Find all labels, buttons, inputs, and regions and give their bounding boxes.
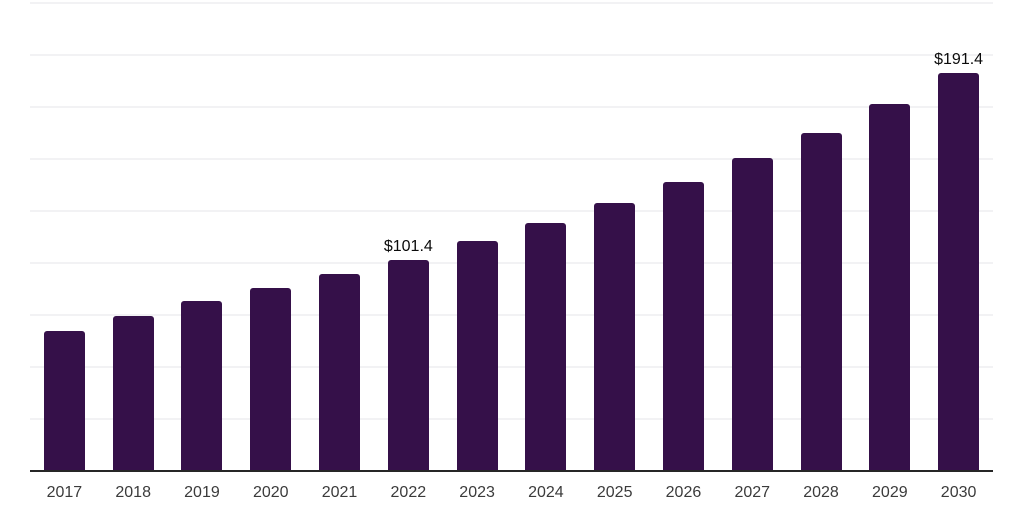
bar-2030[interactable] (938, 72, 980, 471)
x-tick-2025: 2025 (596, 484, 633, 501)
x-tick-2021: 2021 (321, 484, 358, 501)
x-tick-2018: 2018 (115, 484, 151, 501)
x-tick-2030: 2030 (940, 484, 977, 501)
gridline (30, 210, 993, 213)
x-tick-2027: 2027 (734, 484, 771, 501)
gridline (30, 106, 993, 109)
bar-value-label-2030: $191.4 (934, 50, 984, 68)
bar-2022[interactable] (387, 260, 429, 471)
x-tick-2017: 2017 (46, 484, 83, 501)
bar-2020[interactable] (250, 288, 292, 471)
bar-2017[interactable] (43, 331, 85, 471)
gridline (30, 262, 993, 265)
x-tick-2024: 2024 (528, 484, 564, 501)
gridline (30, 2, 993, 5)
bar-2019[interactable] (181, 300, 223, 471)
x-tick-2019: 2019 (184, 484, 220, 501)
bar-2025[interactable] (594, 203, 636, 471)
bar-2027[interactable] (731, 157, 773, 471)
bar-2023[interactable] (456, 241, 498, 471)
gridline (30, 314, 993, 317)
bar-2018[interactable] (112, 315, 154, 471)
bar-2026[interactable] (662, 181, 704, 471)
x-tick-2028: 2028 (803, 484, 839, 501)
x-tick-2026: 2026 (665, 484, 702, 501)
bar-value-label-2022: $101.4 (383, 238, 433, 256)
bar-2029[interactable] (869, 104, 911, 471)
x-tick-2022: 2022 (390, 484, 427, 501)
x-tick-2020: 2020 (252, 484, 289, 501)
gridline (30, 418, 993, 420)
bar-2021[interactable] (319, 274, 361, 471)
gridline (30, 366, 993, 369)
x-tick-2023: 2023 (459, 484, 495, 501)
gridline (30, 54, 993, 57)
x-axis-line (30, 470, 993, 472)
bar-2028[interactable] (800, 133, 842, 471)
bar-2024[interactable] (525, 222, 567, 471)
gridline (30, 158, 993, 161)
x-tick-2029: 2029 (872, 484, 908, 501)
